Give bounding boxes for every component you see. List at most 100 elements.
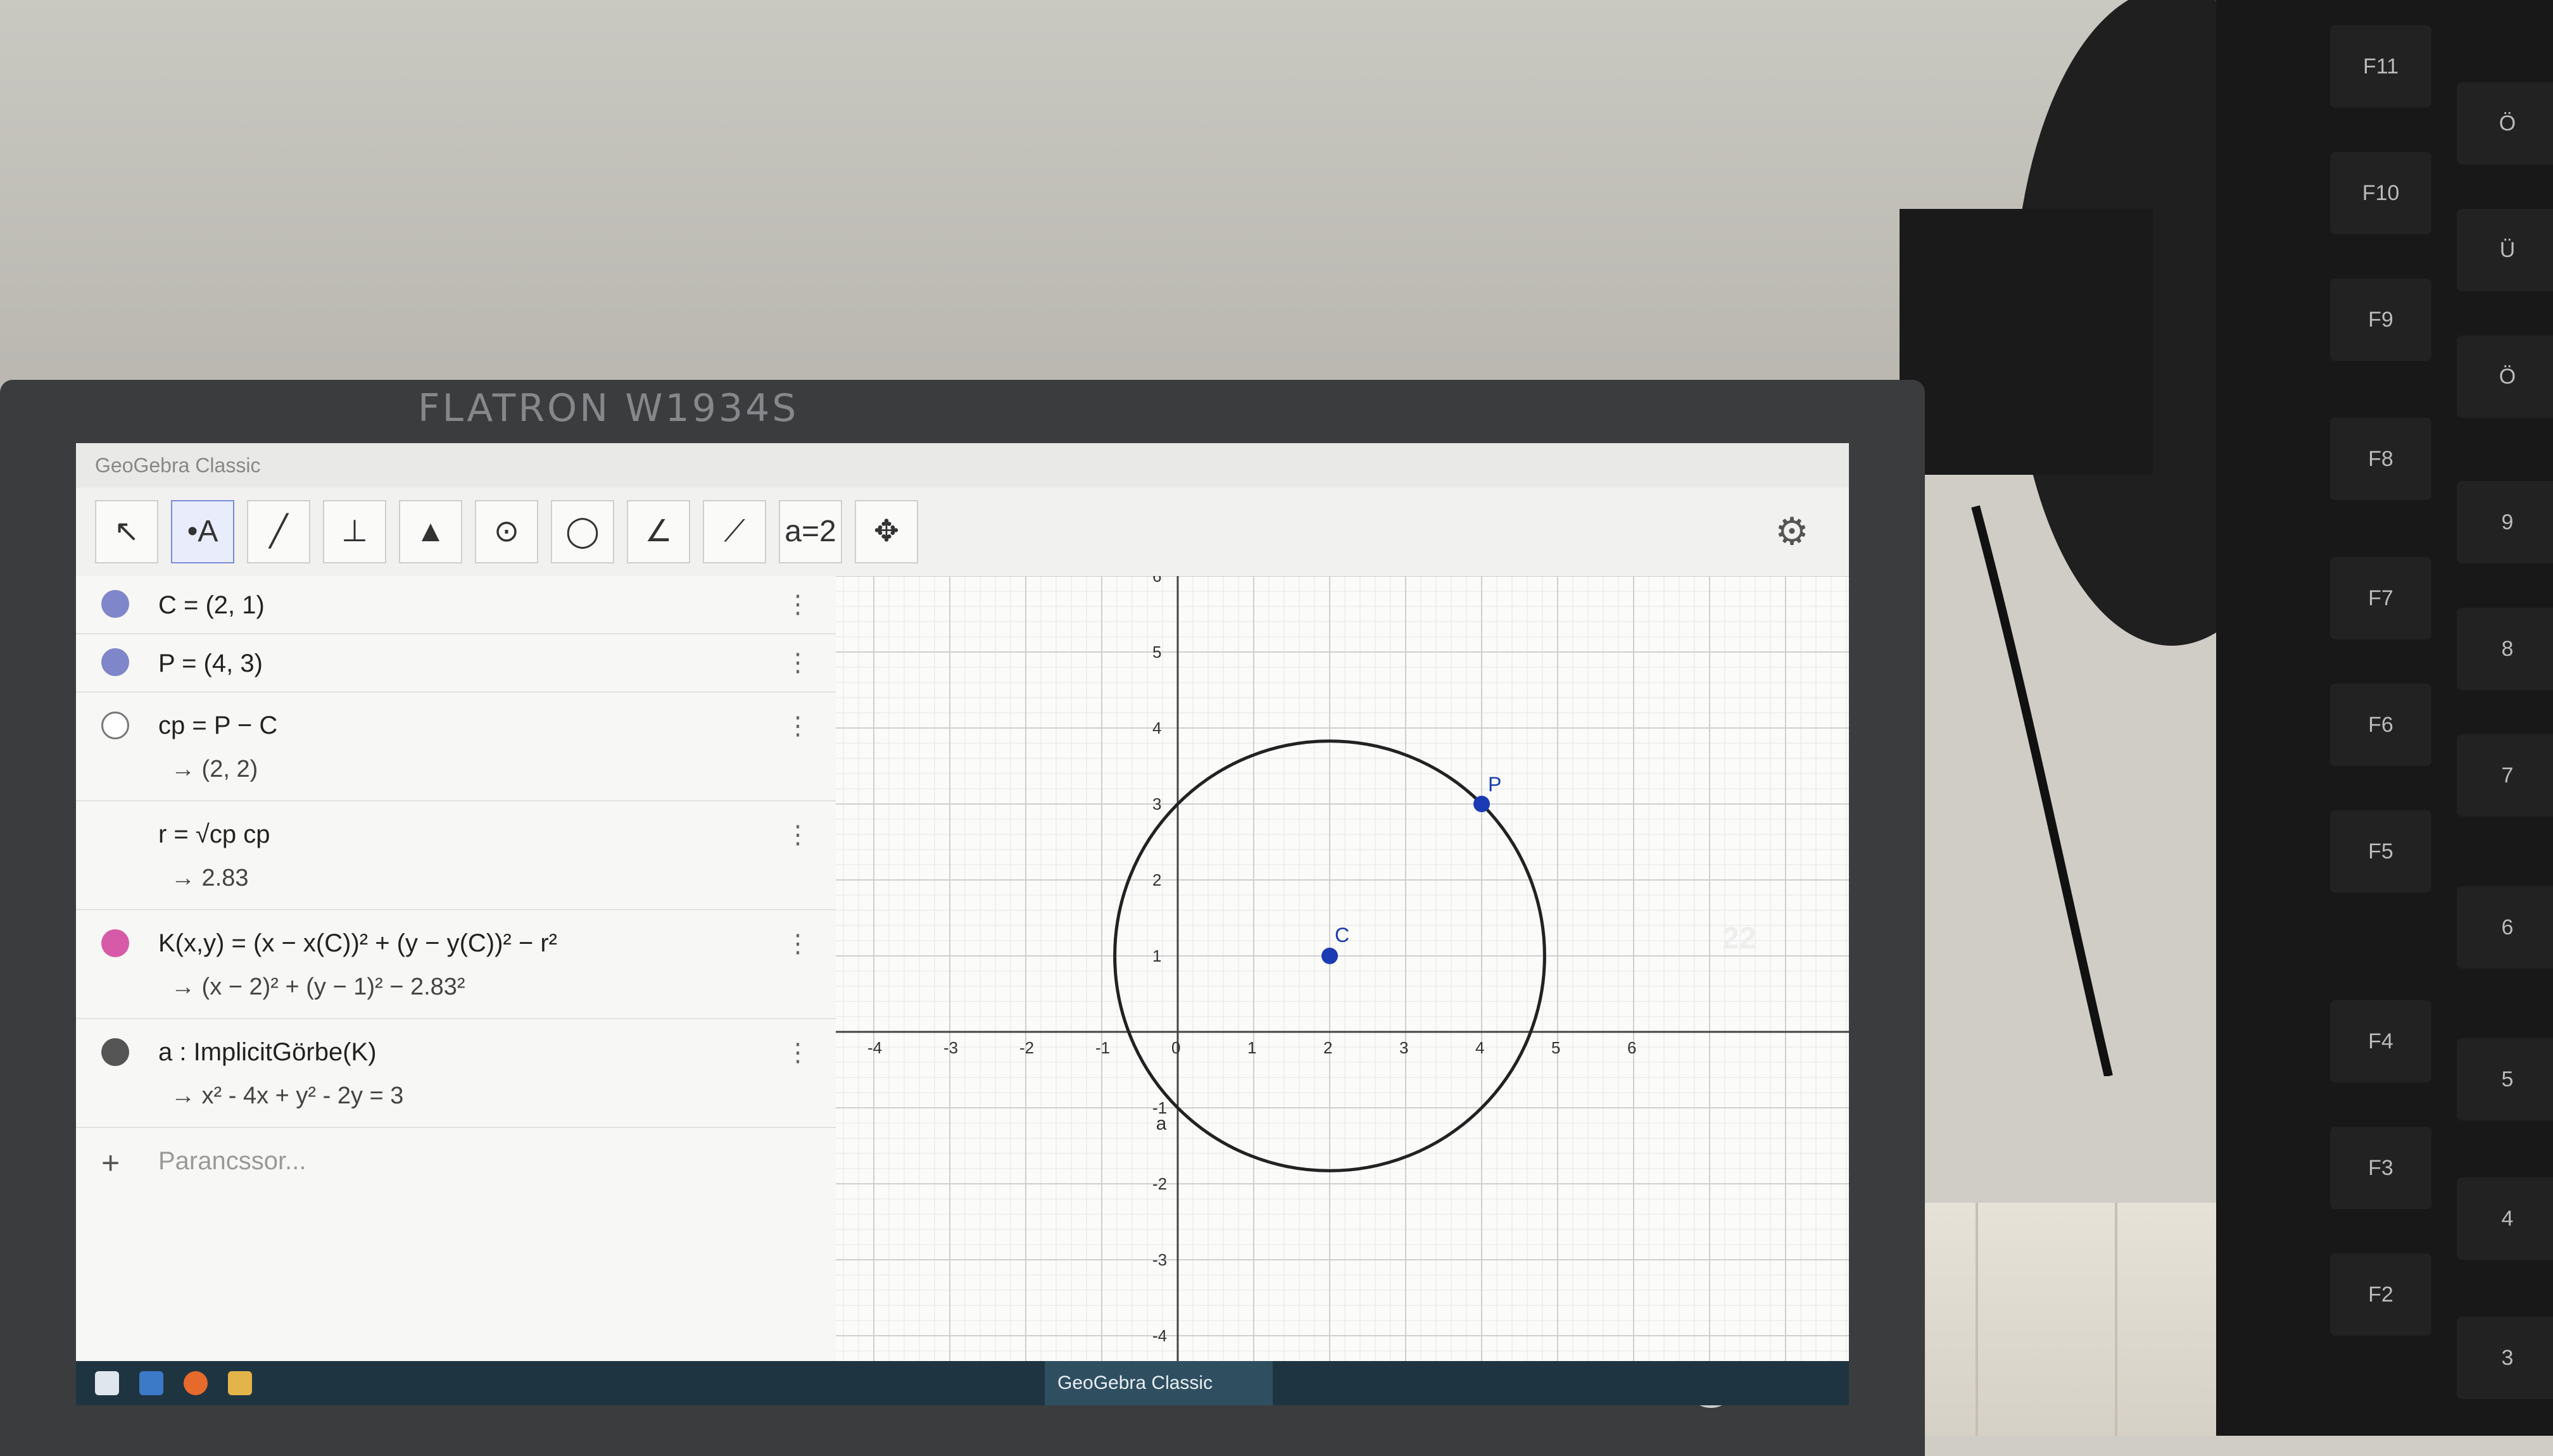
desk-seam — [1976, 1203, 1978, 1436]
key: F6 — [2330, 684, 2431, 766]
algebra-text: cp = P − C — [158, 712, 277, 740]
y-tick-label: 6 — [1152, 576, 1161, 586]
key: F4 — [2330, 1000, 2431, 1083]
more-icon[interactable]: ⋮ — [785, 648, 810, 677]
key: F3 — [2330, 1127, 2431, 1209]
key: F10 — [2330, 152, 2431, 234]
slider-icon[interactable]: a=2 — [779, 500, 842, 563]
graphics-view[interactable]: -4-3-2-10123456654321-1-2-3-4-5-6-7-8-9C… — [836, 576, 1849, 1361]
y-tick-label: 3 — [1152, 794, 1161, 813]
x-tick-label: -2 — [1019, 1038, 1034, 1057]
x-tick-label: 1 — [1247, 1038, 1256, 1057]
curve-label: a — [1156, 1113, 1167, 1134]
firefox-icon[interactable] — [184, 1371, 208, 1395]
more-icon[interactable]: ⋮ — [785, 820, 810, 850]
y-tick-label: 2 — [1152, 870, 1161, 889]
reflect-icon[interactable]: ⟋ — [703, 500, 766, 563]
algebra-text: K(x,y) = (x − x(C))² + (y − y(C))² − r² — [158, 929, 557, 958]
algebra-text: P = (4, 3) — [158, 650, 263, 678]
more-icon[interactable]: ⋮ — [785, 1038, 810, 1067]
windows-start-icon[interactable] — [95, 1371, 119, 1395]
circle-icon[interactable]: ⊙ — [475, 500, 538, 563]
monitor-brand-label: FLATRON W1934S — [418, 386, 798, 430]
point-c-label: C — [1335, 924, 1349, 946]
algebra-row[interactable]: cp = P − C → (2, 2) ⋮ — [76, 693, 836, 801]
graphics-canvas[interactable]: -4-3-2-10123456654321-1-2-3-4-5-6-7-8-9C… — [836, 576, 1849, 1361]
x-tick-label: -3 — [943, 1038, 958, 1057]
key: 6 — [2457, 886, 2553, 969]
visibility-toggle[interactable] — [101, 712, 129, 739]
y-tick-label: 1 — [1152, 946, 1161, 965]
point-c — [1321, 948, 1338, 964]
key: 7 — [2457, 734, 2553, 817]
key: F2 — [2330, 1253, 2431, 1336]
key: F9 — [2330, 279, 2431, 361]
algebra-text: C = (2, 1) — [158, 591, 265, 620]
algebra-text: r = √cp cp — [158, 820, 270, 849]
y-tick-label: -3 — [1152, 1250, 1167, 1269]
perpendicular-icon[interactable]: ⊥ — [323, 500, 386, 563]
circle-three-points-icon[interactable]: ◯ — [551, 500, 614, 563]
screen: GeoGebra Classic ↖ •A ╱ ⊥ ▲ ⊙ ◯ ∠ ⟋ a=2 … — [76, 443, 1849, 1405]
keyboard: F11 F10 F9 F8 F7 F6 F5 F4 F3 F2 Ö Ü Ö 9 … — [2216, 0, 2553, 1436]
input-bar[interactable]: Parancssor... — [158, 1147, 306, 1176]
algebra-row[interactable]: a : ImplicitGörbe(K) → x² - 4x + y² - 2y… — [76, 1019, 836, 1128]
more-icon[interactable]: ⋮ — [785, 590, 810, 619]
x-tick-label: 5 — [1551, 1038, 1560, 1057]
visibility-toggle[interactable] — [101, 1038, 129, 1066]
visibility-toggle[interactable] — [101, 590, 129, 618]
file-explorer-icon[interactable] — [228, 1371, 252, 1395]
input-row[interactable]: + Parancssor... — [76, 1128, 836, 1191]
window-title: GeoGebra Classic — [76, 443, 1849, 487]
toolbar: ↖ •A ╱ ⊥ ▲ ⊙ ◯ ∠ ⟋ a=2 ✥ ⚙ — [76, 487, 1849, 577]
key: F11 — [2330, 25, 2431, 108]
key: Ü — [2457, 209, 2553, 291]
y-tick-label: 4 — [1152, 719, 1161, 737]
add-icon[interactable]: + — [101, 1145, 120, 1181]
algebra-row[interactable]: r = √cp cp → 2.83 ⋮ — [76, 801, 836, 910]
key: 5 — [2457, 1038, 2553, 1120]
polygon-icon[interactable]: ▲ — [399, 500, 462, 563]
algebra-result: → x² - 4x + y² - 2y = 3 — [171, 1083, 403, 1110]
key: 4 — [2457, 1177, 2553, 1260]
key: 3 — [2457, 1317, 2553, 1399]
algebra-text: a : ImplicitGörbe(K) — [158, 1038, 377, 1067]
line-icon[interactable]: ╱ — [247, 500, 310, 563]
move-graphics-icon[interactable]: ✥ — [855, 500, 918, 563]
y-tick-label: -2 — [1152, 1174, 1167, 1193]
visibility-toggle[interactable] — [101, 929, 129, 957]
key: F5 — [2330, 810, 2431, 893]
algebra-view: C = (2, 1) ⋮ P = (4, 3) ⋮ cp = P − C → (… — [76, 576, 837, 1361]
visibility-toggle[interactable] — [101, 648, 129, 676]
point-icon[interactable]: •A — [171, 500, 234, 563]
algebra-row[interactable]: P = (4, 3) ⋮ — [76, 634, 836, 693]
y-tick-label: 5 — [1152, 643, 1161, 662]
key: F8 — [2330, 418, 2431, 500]
x-tick-label: 4 — [1475, 1038, 1484, 1057]
move-icon[interactable]: ↖ — [95, 500, 158, 563]
point-p — [1473, 796, 1490, 812]
angle-icon[interactable]: ∠ — [627, 500, 690, 563]
key: 8 — [2457, 608, 2553, 690]
algebra-row[interactable]: K(x,y) = (x − x(C))² + (y − y(C))² − r² … — [76, 910, 836, 1019]
more-icon[interactable]: ⋮ — [785, 929, 810, 958]
algebra-row[interactable]: C = (2, 1) ⋮ — [76, 576, 836, 634]
point-p-label: P — [1488, 773, 1501, 796]
x-tick-label: 0 — [1171, 1038, 1180, 1057]
gear-icon[interactable]: ⚙ — [1760, 500, 1824, 563]
algebra-result: → 2.83 — [171, 865, 249, 892]
taskbar: GeoGebra Classic — [76, 1361, 1849, 1405]
key: 9 — [2457, 481, 2553, 563]
key: Ö — [2457, 336, 2553, 418]
taskbar-geogebra[interactable]: GeoGebra Classic — [1045, 1361, 1273, 1405]
x-tick-label: 2 — [1323, 1038, 1332, 1057]
key: F7 — [2330, 557, 2431, 639]
word-icon[interactable] — [139, 1371, 163, 1395]
more-icon[interactable]: ⋮ — [785, 712, 810, 741]
algebra-result: → (x − 2)² + (y − 1)² − 2.83² — [171, 974, 465, 1001]
x-tick-label: -4 — [867, 1038, 882, 1057]
desk-seam — [2115, 1203, 2117, 1436]
corner-number: 22 — [1722, 921, 1756, 956]
y-tick-label: -4 — [1152, 1326, 1167, 1345]
x-tick-label: -1 — [1095, 1038, 1110, 1057]
